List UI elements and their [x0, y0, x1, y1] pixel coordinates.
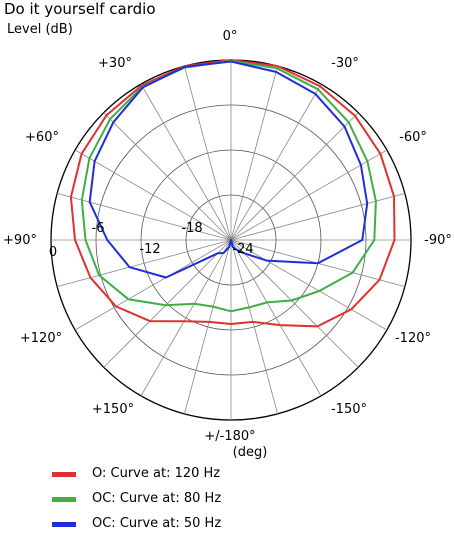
spoke-120deg	[230, 239, 388, 331]
legend-swatch-120hz	[52, 472, 76, 477]
spoke-135deg	[230, 239, 359, 368]
angle-tick-label: +120°	[20, 331, 62, 346]
series-curve-0	[69, 59, 396, 328]
angle-tick-label: -120°	[395, 331, 431, 346]
spoke-300deg	[74, 149, 232, 241]
spoke-315deg	[103, 112, 232, 241]
spoke-45deg	[230, 112, 359, 241]
spoke-255deg	[57, 239, 232, 287]
radial-tick-label: 0	[49, 245, 57, 260]
legend-swatch-50hz	[52, 522, 76, 527]
angle-tick-label: +/-180°	[204, 429, 255, 444]
legend-label-120hz: O: Curve at: 120 Hz	[92, 466, 221, 481]
angle-tick-label: 0°	[223, 29, 238, 44]
label-layer: 0 -6 -12 -18 -24 0° -30° -60° -90° -120° -150° +/-1…	[3, 29, 452, 460]
angle-unit-label: (deg)	[233, 445, 268, 460]
radial-tick-label: -18	[181, 221, 202, 236]
angle-tick-label: +90°	[3, 233, 37, 248]
angle-tick-label: -150°	[331, 402, 367, 417]
angle-tick-label: -60°	[399, 130, 427, 145]
angle-tick-label: -90°	[424, 233, 452, 248]
radial-axis-label: Level (dB)	[7, 22, 73, 37]
spoke-30deg	[230, 83, 322, 241]
series-curve-2	[88, 60, 369, 279]
angle-tick-label: +150°	[92, 402, 134, 417]
series-layer	[69, 59, 396, 328]
spoke-345deg	[184, 66, 232, 241]
radial-tick-label: -6	[92, 221, 105, 236]
angle-tick-label: +30°	[98, 56, 132, 71]
spoke-15deg	[230, 66, 278, 241]
angle-tick-label: +60°	[25, 130, 59, 145]
spoke-165deg	[230, 239, 278, 414]
spoke-150deg	[230, 239, 322, 397]
angle-tick-label: -30°	[331, 56, 359, 71]
series-curve-1	[80, 59, 377, 313]
spoke-285deg	[57, 193, 232, 241]
spoke-75deg	[230, 193, 405, 241]
spoke-330deg	[140, 83, 232, 241]
spoke-225deg	[103, 239, 232, 368]
radial-tick-label: -12	[139, 242, 160, 257]
spoke-240deg	[74, 239, 232, 331]
spoke-195deg	[184, 239, 232, 414]
legend-swatch-80hz	[52, 497, 76, 502]
chart-title: Do it yourself cardio	[4, 0, 156, 18]
legend-label-50hz: OC: Curve at: 50 Hz	[92, 516, 222, 531]
legend-label-80hz: OC: Curve at: 80 Hz	[92, 491, 222, 506]
spoke-210deg	[140, 239, 232, 397]
radial-tick-label: -24	[232, 242, 253, 257]
